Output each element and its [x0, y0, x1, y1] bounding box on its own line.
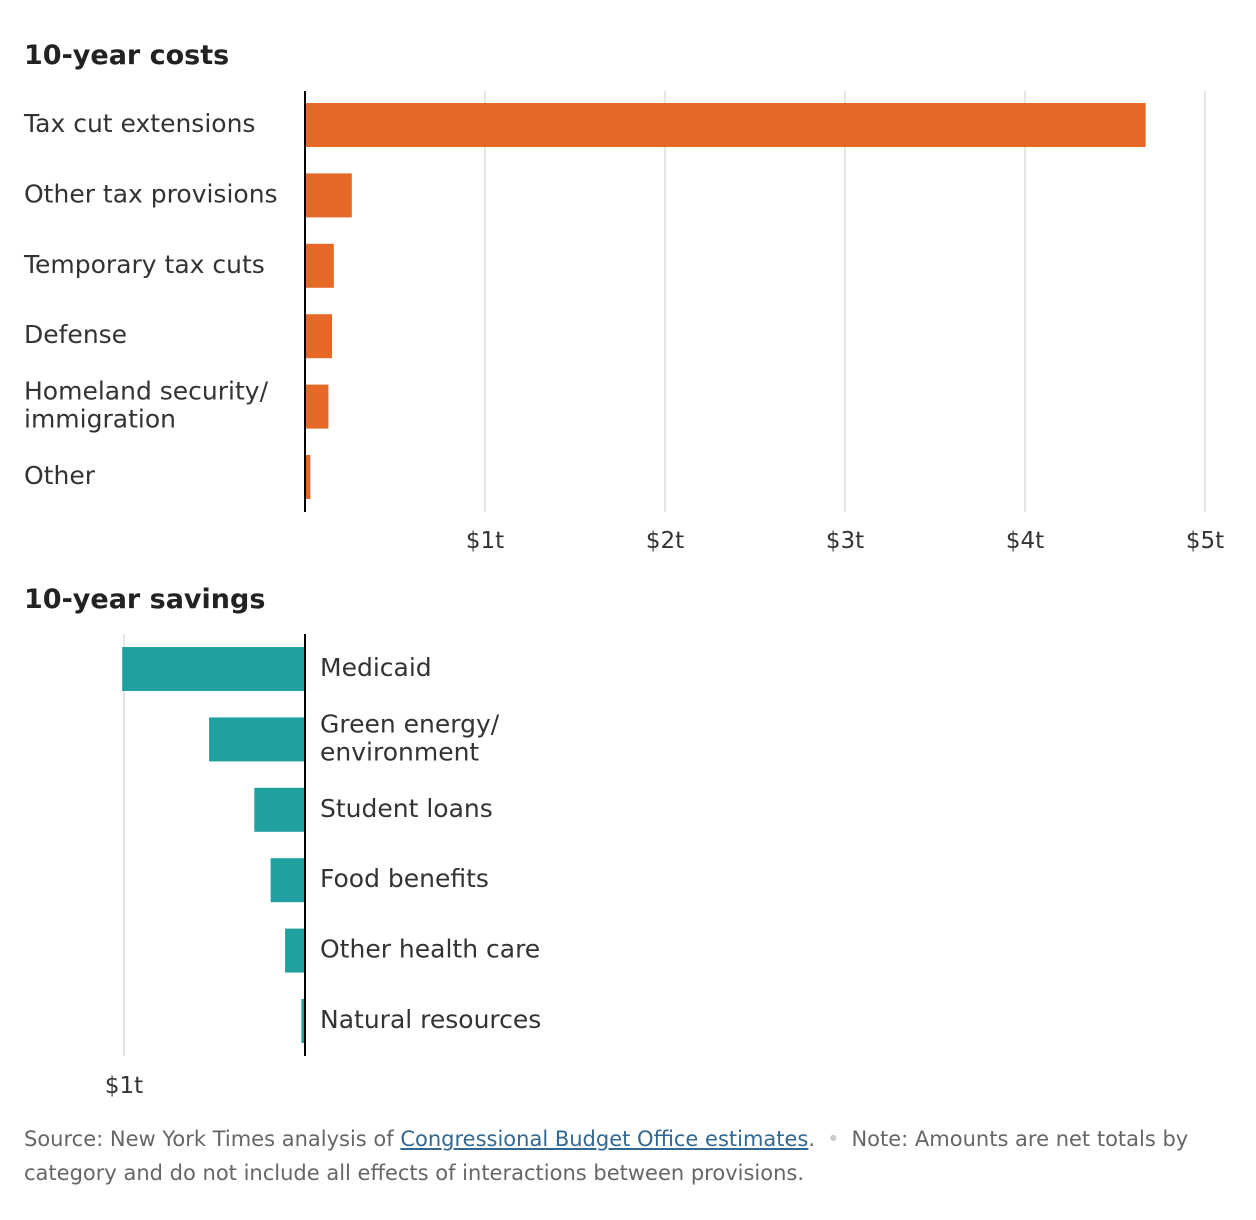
note-text: Note: Amounts are net totals by category… — [24, 1127, 1189, 1185]
costs-category-label: Defense — [24, 320, 127, 349]
costs-chart: $1t $2t $3t $4t $5t Tax cut extensions Other t… — [23, 91, 1224, 554]
source-suffix: . — [808, 1127, 816, 1151]
savings-category-label: Natural resources — [320, 1005, 541, 1034]
costs-tick-label: $4t — [1006, 528, 1044, 554]
source-prefix: Source: New York Times analysis of — [24, 1127, 401, 1151]
savings-chart-title: 10-year savings — [24, 584, 266, 615]
cbo-estimates-link[interactable]: Congressional Budget Office estimates — [400, 1127, 809, 1151]
costs-category-label: Other tax provisions — [24, 179, 278, 208]
savings-bar-natural-resources — [301, 999, 305, 1043]
costs-category-label: Other — [24, 461, 96, 490]
costs-bar-tax-cut-extensions — [305, 103, 1146, 147]
costs-bar-defense — [305, 314, 332, 359]
costs-tick-label: $1t — [466, 528, 504, 554]
costs-bar-temporary-tax-cuts — [305, 243, 334, 288]
savings-bar-medicaid — [122, 647, 305, 691]
savings-category-label: Food benefits — [320, 864, 489, 893]
footnote: Source: New York Times analysis of Congr… — [24, 1122, 1224, 1190]
savings-category-label: Other health care — [320, 935, 540, 964]
costs-bar-other — [305, 455, 311, 499]
savings-category-label: Green energy/environment — [320, 709, 500, 766]
savings-bar-student-loans — [254, 787, 305, 832]
savings-bar-green-energy-environment — [209, 717, 305, 762]
costs-category-label: Homeland security/immigration — [24, 377, 269, 434]
costs-category-label: Tax cut extensions — [23, 109, 255, 138]
savings-chart: $1t Medicaid Green energy/environment Stude… — [105, 634, 541, 1099]
costs-chart-title: 10-year costs — [24, 40, 230, 71]
costs-tick-label: $5t — [1186, 528, 1224, 554]
costs-bar-homeland-security-immigration — [305, 384, 329, 429]
costs-category-label: Temporary tax cuts — [23, 250, 265, 279]
savings-category-label: Medicaid — [320, 653, 432, 682]
savings-bar-other-health-care — [285, 928, 305, 973]
savings-bar-food-benefits — [270, 858, 305, 903]
savings-category-label: Student loans — [320, 794, 493, 823]
savings-tick-label: $1t — [105, 1073, 143, 1099]
costs-bar-other-tax-provisions — [305, 173, 352, 218]
costs-tick-label: $3t — [826, 528, 864, 554]
costs-tick-label: $2t — [646, 528, 684, 554]
separator-dot: • — [827, 1127, 840, 1151]
